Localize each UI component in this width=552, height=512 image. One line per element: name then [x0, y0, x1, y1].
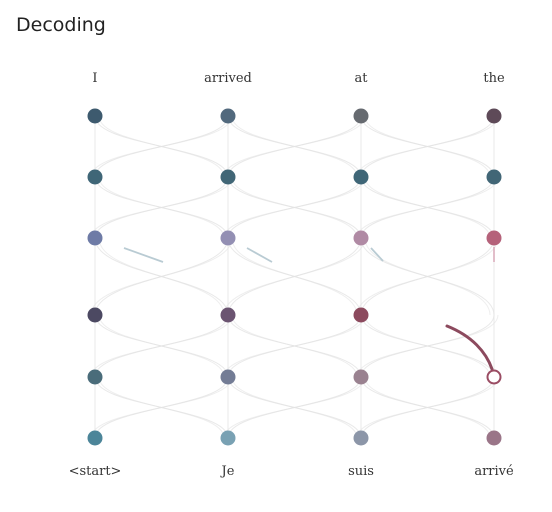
mesh-line [356, 115, 499, 178]
mesh-line [223, 176, 366, 239]
source-word-at: at [354, 71, 368, 86]
state-node-layer-6-col-1 [87, 430, 103, 446]
state-node-layer-2-col-3 [353, 169, 369, 185]
hidden-state-nodes [87, 108, 502, 446]
mesh-line [356, 176, 499, 239]
mesh-line [90, 115, 233, 178]
state-node-layer-6-col-3 [353, 430, 369, 446]
state-node-layer-5-col-1 [87, 369, 103, 385]
target-word-je: Je [221, 464, 235, 479]
mesh-line [90, 314, 233, 378]
attention-line [123, 247, 164, 263]
mesh-line [223, 376, 366, 439]
state-node-layer-3-col-3 [353, 230, 369, 246]
state-node-layer-4-col-2 [220, 307, 236, 323]
mesh-line [223, 237, 366, 316]
page-title: Decoding [16, 14, 106, 36]
state-node-layer-5-col-2 [220, 369, 236, 385]
mesh-line [90, 176, 233, 239]
source-word-arrived: arrived [204, 71, 252, 86]
current-decoding-node [486, 369, 502, 385]
state-node-layer-2-col-2 [220, 169, 236, 185]
faint-connection-mesh [90, 115, 499, 439]
attention-line [370, 247, 384, 262]
state-node-layer-4-col-3 [353, 307, 369, 323]
state-node-layer-1-col-3 [353, 108, 369, 124]
source-word-i: I [92, 71, 98, 86]
mesh-line [356, 376, 499, 439]
mesh-line [356, 314, 499, 378]
state-node-layer-3-col-2 [220, 230, 236, 246]
source-word-the: the [483, 71, 505, 86]
attention-connections [123, 247, 495, 371]
state-node-layer-2-col-1 [87, 169, 103, 185]
mesh-line [223, 115, 366, 178]
mesh-line [90, 237, 233, 316]
state-node-layer-1-col-4 [486, 108, 502, 124]
target-word-arrive: arrivé [474, 464, 514, 479]
target-word-suis: suis [348, 464, 374, 479]
state-node-layer-3-col-4 [486, 230, 502, 246]
state-node-layer-2-col-4 [486, 169, 502, 185]
mesh-line [356, 237, 499, 316]
target-word-start: <start> [68, 464, 122, 479]
state-node-layer-4-col-1 [87, 307, 103, 323]
active-decoding-path [445, 324, 494, 371]
state-node-layer-1-col-1 [87, 108, 103, 124]
attention-line [246, 247, 273, 263]
state-node-layer-6-col-2 [220, 430, 236, 446]
mesh-line [223, 314, 366, 378]
state-node-layer-3-col-1 [87, 230, 103, 246]
state-node-layer-1-col-2 [220, 108, 236, 124]
state-node-layer-5-col-3 [353, 369, 369, 385]
state-node-layer-6-col-4 [486, 430, 502, 446]
mesh-line [90, 376, 233, 439]
